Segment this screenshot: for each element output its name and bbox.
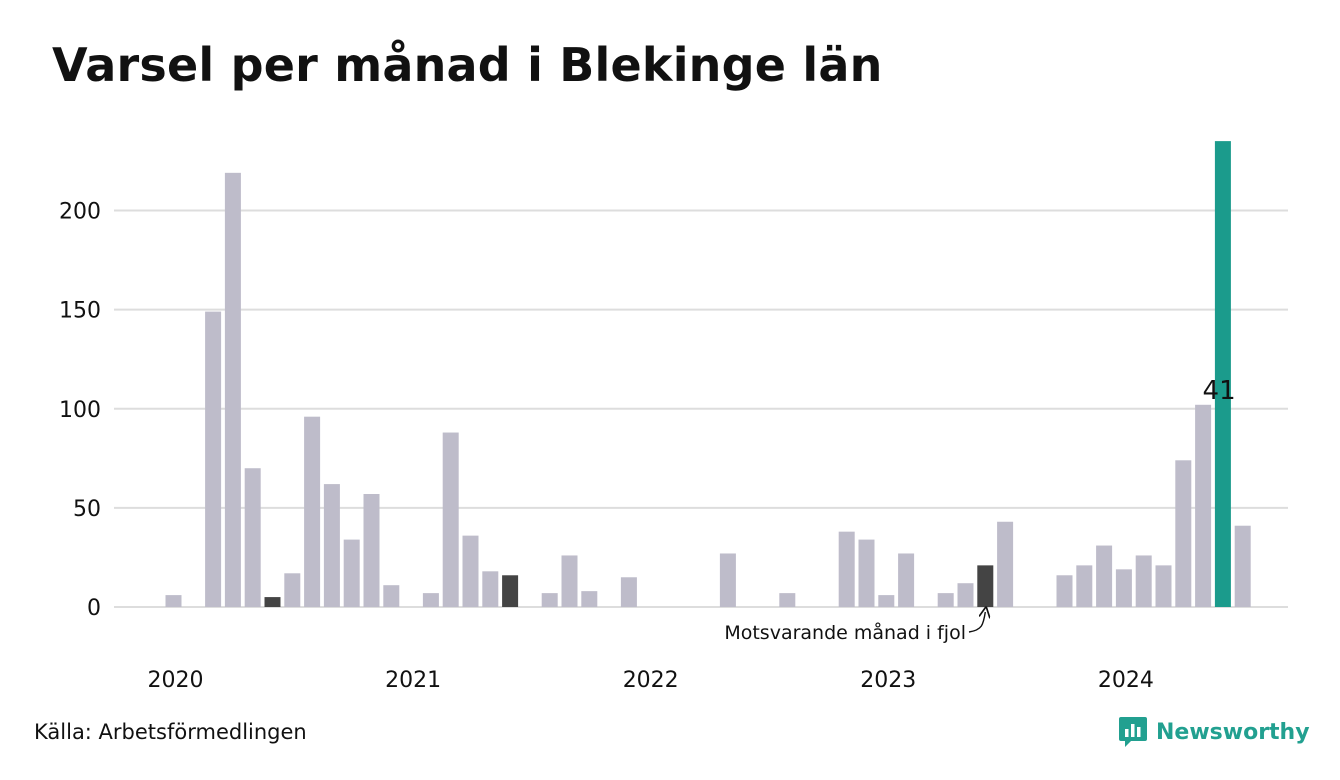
- bar-2021-12: [620, 577, 637, 607]
- bar-2021-05: [482, 571, 499, 607]
- bar-2021-10: [581, 591, 598, 607]
- x-tick-label: 2020: [148, 668, 204, 693]
- bar-2020-05: [244, 468, 261, 607]
- bar-2021-06: [502, 575, 519, 607]
- bar-undefined: [1234, 525, 1251, 607]
- bar-2024-01: [1115, 569, 1132, 607]
- bar-2020-04: [224, 172, 241, 607]
- bar-2020-01: [165, 595, 182, 607]
- y-tick-label: 150: [59, 299, 101, 324]
- bar-2020-10: [343, 539, 360, 607]
- y-tick-label: 50: [73, 497, 101, 522]
- bar-2020-11: [363, 493, 380, 607]
- bar-2022-12: [858, 539, 875, 607]
- bar-2023-01: [878, 595, 895, 607]
- bar-2020-03: [205, 311, 222, 607]
- newsworthy-chart-bubble-icon: [1119, 717, 1147, 747]
- brand-logo: Newsworthy: [1118, 714, 1310, 750]
- bar-2024-03: [1155, 565, 1172, 607]
- bar-2020-12: [383, 585, 400, 607]
- source-note: Källa: Arbetsförmedlingen: [34, 720, 307, 744]
- bar-chart: 0 50 100 150 200 2020 2021 2022 2023 2024 41 Motsva…: [59, 141, 1288, 693]
- bar-2022-05: [719, 553, 736, 607]
- bar-2021-04: [462, 535, 479, 607]
- y-tick-label: 200: [59, 200, 101, 225]
- bar-2023-05: [957, 583, 974, 607]
- bar-2024-06: [1214, 141, 1231, 608]
- bar-2020-06: [264, 597, 281, 607]
- x-tick-label: 2024: [1098, 668, 1154, 693]
- brand-name: Newsworthy: [1156, 719, 1310, 745]
- bar-2021-03: [442, 432, 459, 607]
- bar-2023-12: [1096, 545, 1113, 607]
- bar-2022-11: [838, 531, 855, 607]
- bar-2024-05: [1195, 404, 1212, 607]
- bar-2024-02: [1135, 555, 1152, 607]
- bar-2023-07: [997, 521, 1014, 607]
- bar-2023-10: [1056, 575, 1073, 607]
- y-tick-label: 100: [59, 398, 101, 423]
- bar-2021-02: [422, 593, 439, 607]
- chart-title: Varsel per månad i Blekinge län: [52, 38, 883, 92]
- annotation-label: Motsvarande månad i fjol: [724, 621, 966, 644]
- x-tick-label: 2022: [623, 668, 679, 693]
- bar-2020-08: [304, 416, 321, 607]
- bar-2022-08: [779, 593, 796, 607]
- bar-2021-08: [541, 593, 558, 607]
- value-label: 41: [1203, 376, 1236, 406]
- bar-2023-06: [977, 565, 994, 607]
- bar-2023-04: [937, 593, 954, 607]
- bar-2020-09: [323, 484, 340, 607]
- bar-2021-09: [561, 555, 578, 607]
- annotation-arrow: [968, 612, 985, 633]
- bar-2024-04: [1175, 460, 1192, 607]
- bar-2023-02: [898, 553, 915, 607]
- x-tick-label: 2021: [385, 668, 441, 693]
- bar-2020-07: [284, 573, 301, 607]
- x-tick-label: 2023: [860, 668, 916, 693]
- y-tick-label: 0: [87, 596, 101, 621]
- bar-2023-11: [1076, 565, 1093, 607]
